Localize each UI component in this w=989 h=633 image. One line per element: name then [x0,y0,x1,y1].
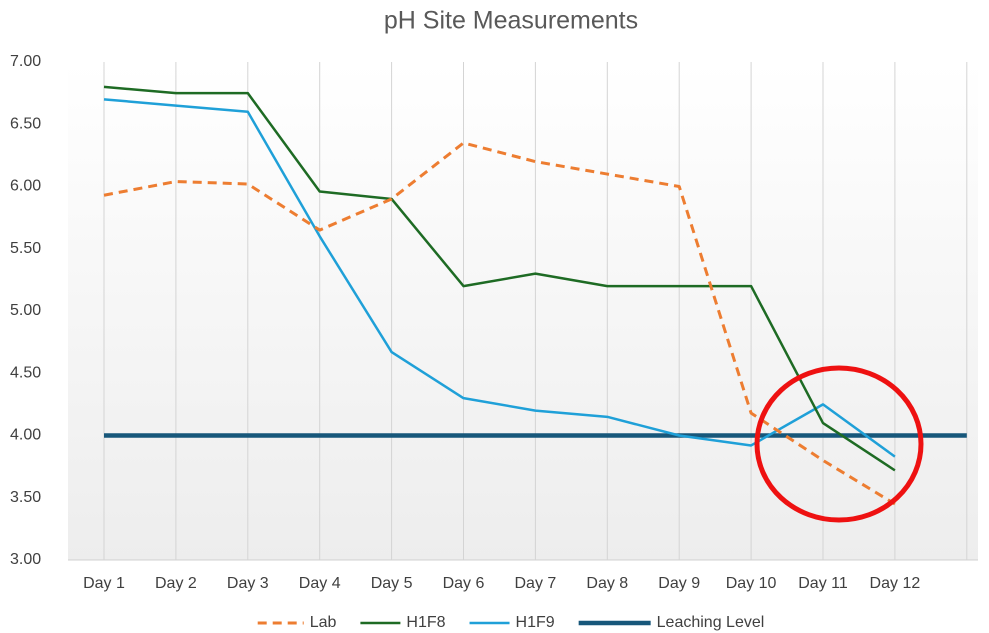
y-tick-label: 3.00 [10,551,41,568]
grid [68,62,978,561]
x-tick-label: Day 10 [726,575,777,592]
x-tick-label: Day 12 [870,575,921,592]
y-tick-label: 4.00 [10,427,41,444]
x-tick-label: Day 8 [586,575,628,592]
x-tick-label: Day 2 [155,575,197,592]
legend-item: Leaching Level [578,614,765,631]
y-tick-label: 4.50 [10,364,41,381]
legend: Lab H1F8 H1F9 Leaching Level [257,614,765,631]
x-tick-label: Day 1 [83,575,125,592]
series-line [103,98,896,458]
y-tick-label: 5.00 [10,302,41,319]
x-tick-label: Day 4 [299,575,341,592]
x-tick-label: Day 3 [227,575,269,592]
series-line [103,85,896,472]
highlight-circle [754,365,924,523]
y-tick-label: 3.50 [10,489,41,506]
legend-label: Lab [310,614,337,631]
x-tick-label: Day 11 [798,575,848,592]
x-tick-label: Day 6 [443,575,485,592]
x-tick-label: Day 7 [515,575,557,592]
plot-background [68,62,978,560]
x-tick-label: Day 9 [658,575,700,592]
legend-label: Leaching Level [657,614,765,631]
legend-item: H1F8 [360,614,446,631]
legend-item: H1F9 [469,614,555,631]
legend-label: H1F9 [516,614,555,631]
chart-title: pH Site Measurements [384,7,638,35]
x-tick-label: Day 5 [371,575,413,592]
y-tick-label: 5.50 [10,240,41,257]
y-tick-label: 6.00 [10,178,41,195]
y-tick-label: 6.50 [10,115,41,132]
legend-label: H1F8 [406,614,445,631]
legend-item: Lab [257,614,337,631]
y-tick-label: 7.00 [10,53,41,70]
